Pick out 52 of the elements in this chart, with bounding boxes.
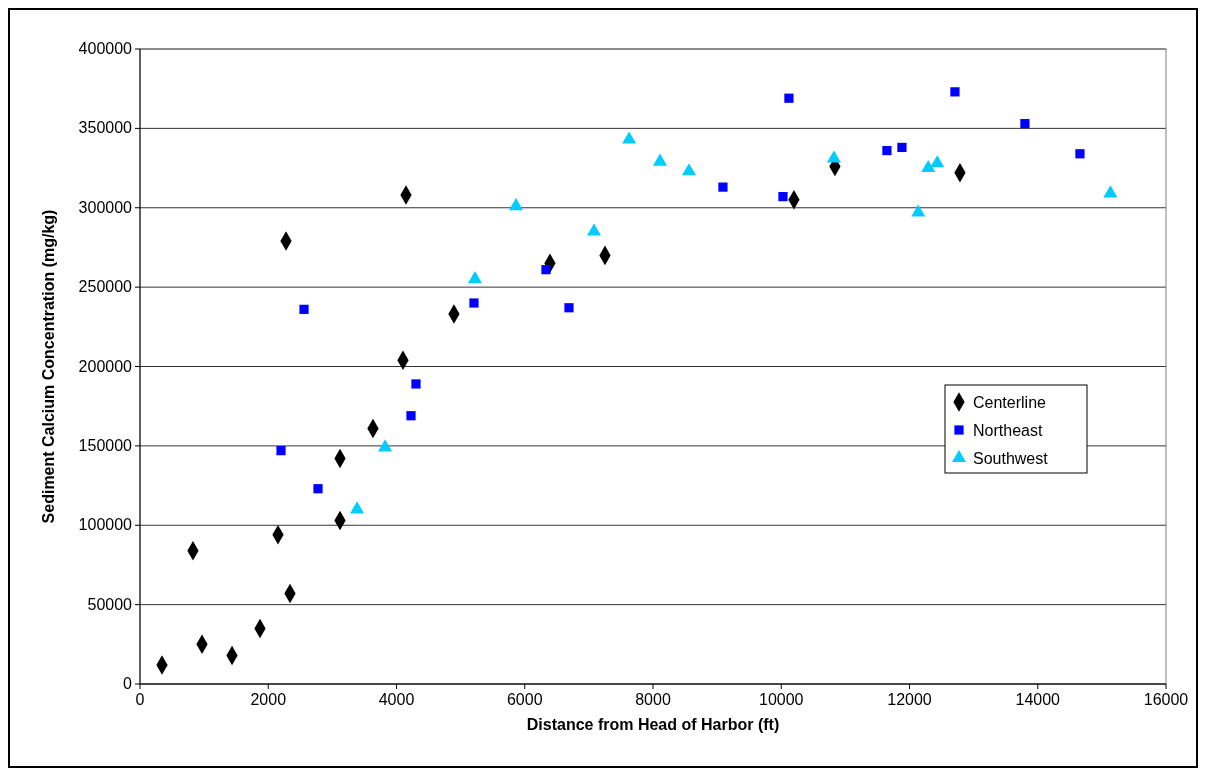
point bbox=[299, 304, 309, 314]
y-tick-label: 200000 bbox=[78, 357, 133, 375]
point bbox=[622, 131, 637, 144]
point bbox=[921, 159, 936, 173]
point bbox=[950, 87, 960, 97]
x-tick-label: 16000 bbox=[1143, 691, 1189, 708]
point bbox=[508, 198, 523, 211]
x-tick-label: 6000 bbox=[506, 691, 543, 708]
point bbox=[276, 446, 286, 456]
point bbox=[541, 265, 551, 275]
point bbox=[784, 93, 794, 103]
point bbox=[411, 379, 421, 389]
y-tick-label: 150000 bbox=[78, 436, 133, 454]
point bbox=[681, 163, 696, 176]
point bbox=[778, 192, 788, 202]
legend-label: Northeast bbox=[973, 422, 1043, 439]
y-tick-label: 400000 bbox=[78, 40, 133, 57]
x-tick-label: 4000 bbox=[378, 691, 415, 708]
y-tick-label: 300000 bbox=[78, 198, 133, 216]
legend-label: Southwest bbox=[973, 450, 1049, 467]
y-tick-label: 250000 bbox=[78, 278, 133, 296]
point bbox=[1020, 119, 1030, 129]
x-tick-label: 14000 bbox=[1015, 691, 1061, 708]
x-axis-title: Distance from Head of Harbor (ft) bbox=[526, 716, 780, 733]
point bbox=[897, 142, 907, 153]
x-tick-label: 8000 bbox=[635, 691, 671, 708]
point bbox=[882, 145, 892, 156]
x-tick-label: 12000 bbox=[887, 691, 932, 708]
point bbox=[1103, 185, 1118, 198]
y-axis-title: Sediment Calcium Concentration (mg/kg) bbox=[40, 209, 57, 524]
y-tick-label: 100000 bbox=[78, 516, 133, 534]
point bbox=[467, 271, 482, 284]
point bbox=[930, 155, 945, 168]
y-tick-label: 0 bbox=[123, 675, 133, 692]
point bbox=[1075, 149, 1085, 159]
point bbox=[378, 439, 393, 452]
point bbox=[587, 223, 602, 236]
point bbox=[406, 411, 416, 421]
point bbox=[469, 298, 479, 308]
legend-label: Centerline bbox=[973, 394, 1047, 411]
x-tick-label: 2000 bbox=[250, 691, 287, 708]
point bbox=[911, 204, 926, 217]
x-tick-label: 10000 bbox=[759, 691, 804, 708]
point bbox=[564, 303, 574, 313]
y-tick-label: 350000 bbox=[78, 119, 133, 137]
x-tick-label: 0 bbox=[135, 691, 145, 708]
point bbox=[826, 150, 841, 163]
point bbox=[350, 501, 365, 514]
point bbox=[313, 484, 323, 494]
y-tick-label: 50000 bbox=[87, 595, 133, 613]
point bbox=[652, 153, 667, 166]
point bbox=[718, 182, 728, 192]
